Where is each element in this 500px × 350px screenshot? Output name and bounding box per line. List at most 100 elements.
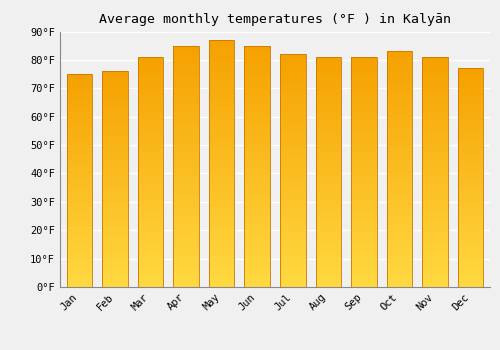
Bar	[280, 275, 305, 278]
Bar	[280, 139, 305, 141]
Bar	[138, 247, 164, 250]
Bar	[280, 220, 305, 223]
Bar	[244, 236, 270, 239]
Bar	[138, 230, 164, 232]
Bar	[138, 66, 164, 69]
Bar	[209, 49, 234, 52]
Bar	[174, 212, 199, 215]
Bar	[458, 93, 483, 96]
Bar	[209, 62, 234, 65]
Bar	[386, 234, 412, 237]
Bar	[67, 127, 92, 130]
Bar	[209, 68, 234, 71]
Bar	[138, 235, 164, 238]
Bar	[386, 66, 412, 69]
Bar	[174, 145, 199, 148]
Bar	[67, 210, 92, 212]
Bar	[174, 251, 199, 254]
Bar	[174, 263, 199, 266]
Bar	[280, 264, 305, 267]
Bar	[244, 230, 270, 233]
Bar	[316, 161, 341, 163]
Bar	[138, 189, 164, 192]
Bar	[174, 284, 199, 287]
Bar	[209, 58, 234, 62]
Bar	[422, 152, 448, 155]
Bar	[138, 97, 164, 100]
Bar	[422, 69, 448, 71]
Bar	[422, 138, 448, 140]
Bar	[458, 178, 483, 181]
Bar	[67, 218, 92, 220]
Bar	[67, 98, 92, 101]
Bar	[138, 218, 164, 221]
Bar	[316, 284, 341, 287]
Bar	[244, 106, 270, 109]
Bar	[138, 135, 164, 138]
Bar	[422, 71, 448, 74]
Bar	[67, 186, 92, 189]
Bar	[422, 267, 448, 270]
Bar	[351, 83, 376, 86]
Bar	[67, 111, 92, 114]
Bar	[67, 204, 92, 207]
Bar	[209, 231, 234, 235]
Bar	[316, 215, 341, 218]
Bar	[351, 192, 376, 195]
Bar	[102, 230, 128, 233]
Bar	[244, 127, 270, 130]
Bar	[174, 245, 199, 248]
Bar	[351, 138, 376, 140]
Bar	[386, 54, 412, 57]
Bar	[67, 237, 92, 239]
Bar	[351, 230, 376, 232]
Bar	[209, 182, 234, 185]
Bar	[102, 98, 128, 101]
Bar	[280, 72, 305, 75]
Bar	[244, 145, 270, 148]
Bar	[138, 80, 164, 83]
Bar	[67, 268, 92, 271]
Bar	[67, 159, 92, 162]
Bar	[138, 92, 164, 94]
Bar	[422, 215, 448, 218]
Bar	[280, 162, 305, 165]
Bar	[386, 166, 412, 169]
Bar	[316, 244, 341, 247]
Bar	[458, 284, 483, 287]
Bar	[458, 77, 483, 79]
Bar	[351, 247, 376, 250]
Bar	[422, 284, 448, 287]
Bar	[102, 244, 128, 246]
Bar	[209, 117, 234, 120]
Bar	[174, 233, 199, 236]
Bar	[138, 146, 164, 149]
Bar	[174, 61, 199, 64]
Bar	[138, 278, 164, 281]
Bar	[244, 245, 270, 248]
Bar	[209, 105, 234, 108]
Bar	[386, 243, 412, 246]
Bar	[138, 149, 164, 152]
Bar	[351, 74, 376, 77]
Bar	[174, 166, 199, 169]
Bar	[316, 230, 341, 232]
Bar	[280, 115, 305, 118]
Bar	[351, 241, 376, 244]
Bar	[244, 109, 270, 112]
Bar	[280, 249, 305, 252]
Bar	[351, 80, 376, 83]
Bar	[174, 118, 199, 121]
Bar	[422, 74, 448, 77]
Bar	[138, 169, 164, 172]
Bar	[244, 121, 270, 124]
Bar	[67, 255, 92, 258]
Bar	[422, 218, 448, 221]
Bar	[244, 263, 270, 266]
Bar	[138, 187, 164, 189]
Bar	[280, 136, 305, 139]
Bar	[174, 85, 199, 88]
Bar	[174, 94, 199, 97]
Bar	[422, 169, 448, 172]
Bar	[351, 66, 376, 69]
